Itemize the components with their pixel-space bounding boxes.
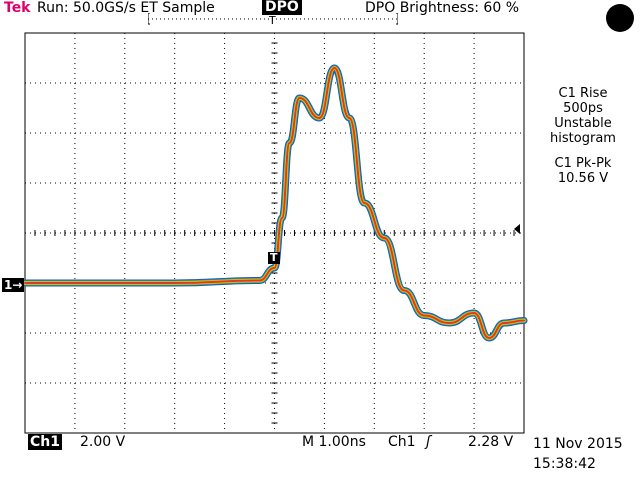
time-readout: 15:38:42 — [533, 456, 596, 472]
channel1-ground-marker[interactable]: 1→ — [2, 278, 25, 292]
rise-status: Unstable — [554, 116, 612, 131]
trace — [21, 64, 528, 342]
brightness-readout: DPO Brightness: 60 % — [365, 0, 519, 16]
rise-value: 500ps — [563, 101, 603, 116]
graticule — [24, 32, 525, 434]
trigger-level: 2.28 V — [468, 434, 514, 450]
rising-edge-icon: ʃ — [426, 434, 431, 450]
display-mode-badge[interactable]: DPO — [262, 0, 302, 15]
acquisition-status: Run: 50.0GS/s ET Sample — [37, 0, 215, 16]
timebase-readout: M 1.00ns — [302, 434, 366, 450]
trigger-position-label: T — [268, 14, 276, 25]
pkpk-value: 10.56 V — [557, 171, 609, 186]
measurement-panel: C1 Rise 500ps Unstable histogram C1 Pk-P… — [528, 86, 638, 196]
status-indicator-icon — [606, 4, 634, 32]
date-readout: 11 Nov 2015 — [533, 436, 623, 452]
rise-label: C1 Rise — [558, 86, 608, 101]
trigger-source: Ch1 — [388, 434, 416, 450]
pkpk-label: C1 Pk-Pk — [554, 156, 612, 171]
rise-note: histogram — [550, 131, 616, 146]
trigger-point-marker[interactable]: T — [268, 251, 280, 264]
trigger-level-arrow-icon[interactable] — [514, 224, 520, 234]
brand-logo: Tek — [4, 0, 31, 16]
volts-per-div: 2.00 V — [80, 434, 126, 450]
trigger-position-bracket: T — [148, 13, 398, 25]
channel-badge[interactable]: Ch1 — [28, 434, 62, 450]
trace-core — [24, 67, 525, 339]
